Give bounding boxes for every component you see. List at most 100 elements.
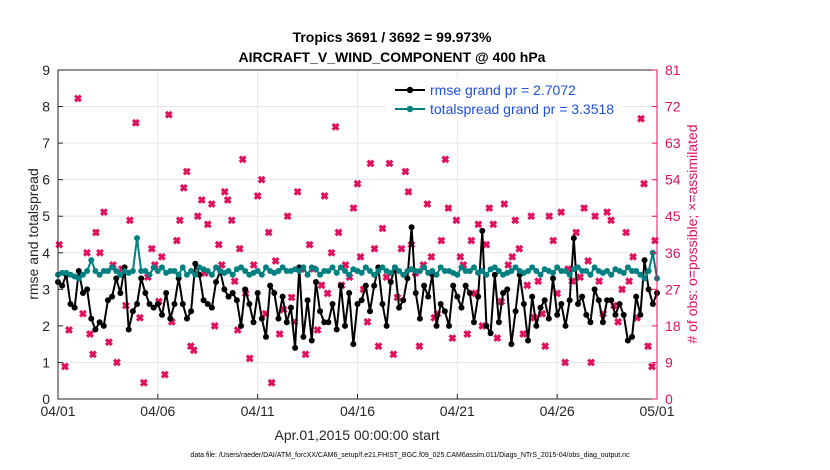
rmse-point <box>633 293 640 300</box>
rmse-point <box>400 297 407 304</box>
obs-count-marker <box>257 175 266 184</box>
rmse-point <box>437 300 444 307</box>
totalspread-point <box>433 271 440 278</box>
totalspread-point <box>429 268 436 275</box>
totalspread-point <box>154 268 161 275</box>
obs-count-marker <box>622 228 631 237</box>
obs-count-marker <box>618 285 627 294</box>
obs-count-marker <box>235 244 244 253</box>
obs-count-marker <box>327 248 336 257</box>
totalspread-point <box>75 275 82 282</box>
totalspread-point <box>325 268 332 275</box>
rmse-point <box>570 235 577 242</box>
rmse-point <box>604 297 611 304</box>
totalspread-point <box>84 268 91 275</box>
rmse-point <box>279 293 286 300</box>
rmse-point <box>283 319 290 326</box>
obs-count-marker <box>474 220 483 229</box>
totalspread-point <box>321 268 328 275</box>
obs-count-marker <box>493 334 502 343</box>
x-axis-label: Apr.01,2015 00:00:00 start <box>274 427 439 443</box>
obs-count-marker <box>203 220 212 229</box>
obs-count-marker <box>557 208 566 217</box>
totalspread-point <box>608 271 615 278</box>
rmse-point <box>79 289 86 296</box>
obs-count-marker <box>389 350 398 359</box>
totalspread-point <box>342 268 349 275</box>
totalspread-point <box>312 266 319 273</box>
totalspread-point <box>416 268 423 275</box>
obs-count-marker <box>397 244 406 253</box>
totalspread-point <box>604 268 611 275</box>
rmse-point <box>208 304 215 311</box>
x-tick-label: 04/26 <box>540 403 575 419</box>
totalspread-point <box>470 264 477 271</box>
rmse-point <box>188 308 195 315</box>
rmse-point <box>346 289 353 296</box>
rmse-point <box>317 308 324 315</box>
totalspread-point <box>146 271 153 278</box>
totalspread-point <box>583 268 590 275</box>
obs-count-marker <box>576 273 585 282</box>
obs-count-marker <box>189 346 198 355</box>
rmse-point <box>554 311 561 318</box>
rmse-point <box>512 308 519 315</box>
totalspread-point <box>333 269 340 276</box>
rmse-point <box>500 289 507 296</box>
obs-count-marker <box>61 362 69 371</box>
obs-count-marker <box>223 196 232 204</box>
y-tick-label-right: 9 <box>665 354 673 370</box>
rmse-point <box>71 304 78 311</box>
obs-count-marker <box>323 289 332 298</box>
rmse-point <box>608 297 615 304</box>
y-tick-label-left: 3 <box>42 281 50 297</box>
rmse-point <box>362 282 369 289</box>
obs-count-marker <box>549 236 558 245</box>
totalspread-point <box>508 268 515 275</box>
obs-count-marker <box>172 236 181 245</box>
totalspread-point <box>641 275 648 282</box>
rmse-point <box>183 315 190 322</box>
totalspread-point <box>396 268 403 275</box>
legend-totalspread-label: totalspread grand pr = 3.3518 <box>430 101 614 117</box>
rmse-point <box>287 304 294 311</box>
chart-title-line1: Tropics 3691 / 3692 = 99.973% <box>293 29 492 45</box>
obs-count-marker <box>164 110 173 119</box>
totalspread-point <box>113 268 120 275</box>
obs-count-marker <box>227 216 236 225</box>
rmse-point <box>641 257 648 264</box>
obs-count-marker <box>55 240 64 249</box>
rmse-point <box>134 300 141 307</box>
obs-count-marker <box>85 330 94 338</box>
obs-count-marker <box>423 200 432 208</box>
legend-totalspread-marker <box>406 105 414 113</box>
rmse-point <box>292 344 299 351</box>
obs-count-marker <box>95 248 104 257</box>
rmse-point <box>366 308 373 315</box>
rmse-point <box>599 319 606 326</box>
rmse-point <box>645 286 652 293</box>
rmse-point <box>612 311 619 318</box>
rmse-point <box>479 227 486 234</box>
rmse-point <box>587 319 594 326</box>
rmse-point <box>329 300 336 307</box>
obs-count-marker <box>485 204 494 213</box>
obs-count-marker <box>456 252 465 261</box>
obs-count-marker <box>545 212 554 221</box>
rmse-point <box>583 311 590 318</box>
y-tick-label-right: 63 <box>665 135 681 151</box>
obs-count-marker <box>467 236 476 245</box>
rmse-point <box>412 289 419 296</box>
totalspread-point <box>633 268 640 275</box>
rmse-point <box>396 304 403 311</box>
obs-count-marker <box>317 281 326 290</box>
obs-count-marker <box>444 204 453 213</box>
rmse-point <box>304 297 311 304</box>
obs-count-marker <box>382 273 391 282</box>
rmse-point <box>342 322 349 329</box>
totalspread-point <box>254 268 261 275</box>
rmse-point <box>262 333 269 340</box>
y-axis-label-right: # of obs: o=possible; ×=assimilated <box>684 124 700 343</box>
rmse-point <box>138 275 145 282</box>
rmse-point <box>383 322 390 329</box>
